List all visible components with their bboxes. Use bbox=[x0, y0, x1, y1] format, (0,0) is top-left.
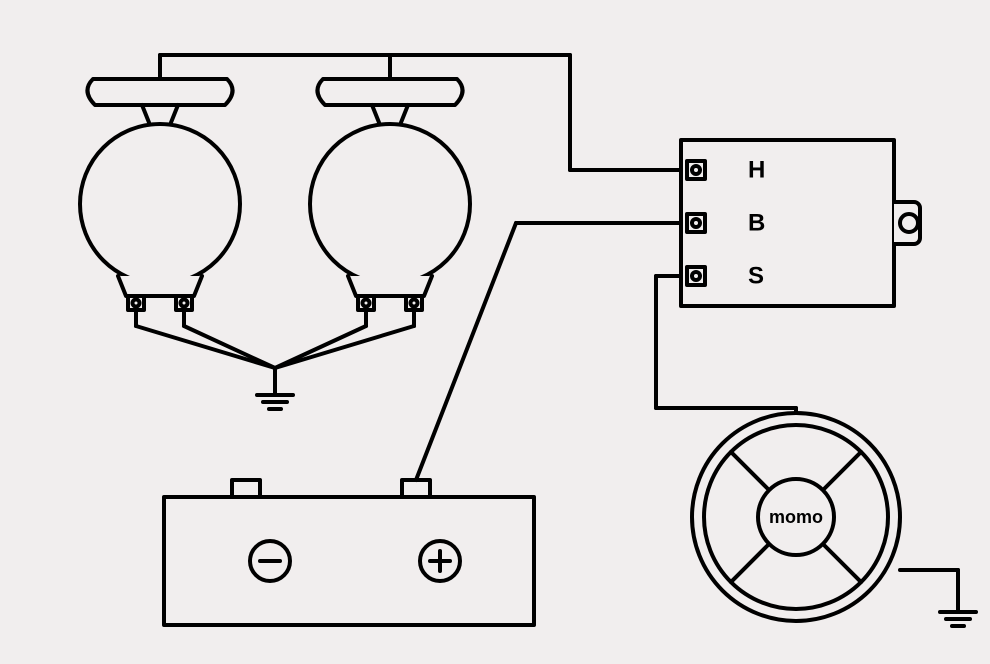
wiring-diagram: HBSmomo bbox=[0, 0, 990, 664]
relay-terminal-label-s: S bbox=[748, 262, 764, 289]
steering-wheel-label: momo bbox=[769, 507, 823, 527]
relay-terminal-label-b: B bbox=[748, 209, 765, 236]
relay-terminal-label-h: H bbox=[748, 156, 765, 183]
